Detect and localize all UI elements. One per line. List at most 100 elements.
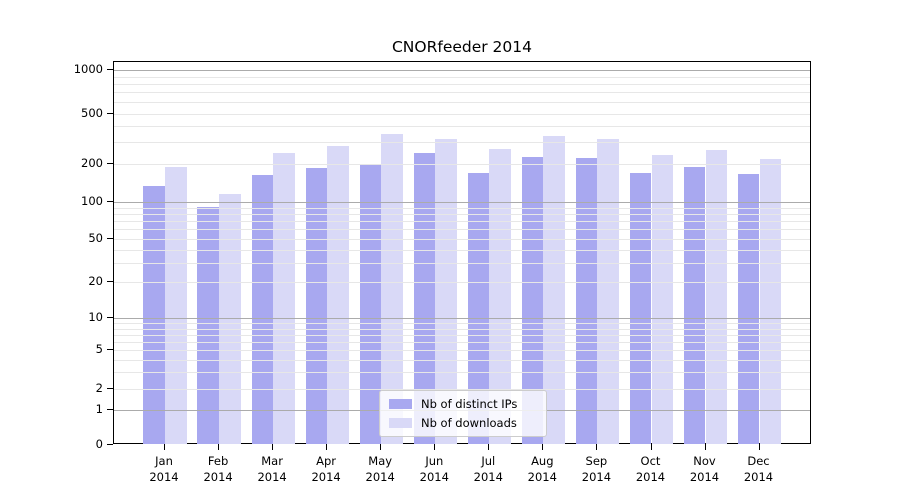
minor-gridline xyxy=(114,84,810,85)
bar-mar-distinct-ips xyxy=(251,175,274,444)
bar-jul-distinct-ips xyxy=(467,172,490,444)
minor-gridline xyxy=(114,334,810,336)
x-tick-label-jan: Jan 2014 xyxy=(149,454,179,484)
minor-gridline xyxy=(114,239,810,240)
minor-gridline xyxy=(114,163,810,165)
bar-jun-distinct-ips xyxy=(413,152,436,444)
x-axis-tick xyxy=(542,444,544,450)
minor-gridline xyxy=(114,213,810,215)
minor-gridline xyxy=(114,76,810,78)
x-axis-tick xyxy=(326,444,328,450)
y-axis-tick xyxy=(107,281,113,283)
bar-apr-downloads xyxy=(327,146,349,444)
x-tick-label-jul: Jul 2014 xyxy=(473,454,503,484)
y-tick-label: 10 xyxy=(88,310,103,325)
x-tick-label-apr: Apr 2014 xyxy=(311,454,341,484)
minor-gridline xyxy=(114,229,810,231)
x-tick-label-may: May 2014 xyxy=(365,454,395,484)
major-gridline xyxy=(114,201,810,203)
minor-gridline xyxy=(114,92,810,94)
minor-gridline xyxy=(114,350,810,352)
legend-item-downloads: Nb of downloads xyxy=(389,416,537,430)
minor-gridline xyxy=(114,359,810,361)
x-axis-tick xyxy=(218,444,220,450)
x-axis-tick xyxy=(650,444,652,450)
bar-sep-downloads xyxy=(597,139,619,444)
x-tick-label-aug: Aug 2014 xyxy=(527,454,557,484)
x-tick-label-feb: Feb 2014 xyxy=(203,454,233,484)
major-gridline xyxy=(114,70,810,71)
x-tick-label-jun: Jun 2014 xyxy=(419,454,449,484)
y-axis-tick xyxy=(107,200,113,202)
y-tick-label: 50 xyxy=(88,231,103,245)
x-axis-tick xyxy=(596,444,598,450)
y-tick-label: 20 xyxy=(88,274,103,289)
minor-gridline xyxy=(114,328,810,330)
y-axis-tick xyxy=(107,112,113,114)
y-tick-label: 500 xyxy=(81,105,103,120)
y-tick-label: 200 xyxy=(81,155,103,170)
y-axis-tick xyxy=(107,238,113,239)
y-tick-label: 1 xyxy=(95,401,103,416)
y-axis-tick xyxy=(107,388,113,389)
bar-apr-distinct-ips xyxy=(305,168,328,444)
y-axis-tick xyxy=(107,69,113,70)
minor-gridline xyxy=(114,221,810,222)
major-gridline xyxy=(114,318,810,320)
x-axis-tick xyxy=(380,444,382,450)
minor-gridline xyxy=(114,113,810,115)
chart-title: CNORfeeder 2014 xyxy=(391,38,533,56)
legend-swatch-downloads xyxy=(389,418,412,428)
x-tick-label-nov: Nov 2014 xyxy=(689,454,720,484)
minor-gridline xyxy=(114,207,810,209)
y-tick-label: 0 xyxy=(95,437,103,451)
y-axis-tick xyxy=(107,444,113,445)
x-axis-tick xyxy=(272,444,274,450)
minor-gridline xyxy=(114,341,810,343)
x-tick-label-mar: Mar 2014 xyxy=(257,454,287,484)
x-tick-label-dec: Dec 2014 xyxy=(743,454,774,484)
y-axis-tick xyxy=(107,317,113,319)
bar-may-downloads xyxy=(381,134,403,444)
legend-item-distinct-ips: Nb of distinct IPs xyxy=(389,397,537,411)
x-axis-tick xyxy=(164,444,165,450)
minor-gridline xyxy=(114,282,810,284)
bar-dec-distinct-ips xyxy=(737,173,760,444)
bar-nov-downloads xyxy=(705,150,728,444)
minor-gridline xyxy=(114,389,810,390)
legend-swatch-distinct-ips xyxy=(389,399,412,409)
bar-feb-distinct-ips xyxy=(197,206,219,444)
x-tick-label-sep: Sep 2014 xyxy=(581,454,612,484)
bar-aug-downloads xyxy=(543,135,565,444)
y-tick-label: 2 xyxy=(95,381,103,395)
bar-mar-downloads xyxy=(273,153,295,444)
y-axis-tick xyxy=(107,349,113,351)
bar-jul-downloads xyxy=(489,148,511,444)
legend: Nb of distinct IPs Nb of downloads xyxy=(379,390,547,437)
minor-gridline xyxy=(114,102,810,104)
bar-jun-downloads xyxy=(435,138,457,444)
y-axis-tick xyxy=(107,162,113,164)
y-axis-tick xyxy=(107,408,113,410)
y-tick-label: 100 xyxy=(81,193,103,208)
minor-gridline xyxy=(114,263,810,264)
x-axis-tick xyxy=(704,444,706,450)
minor-gridline xyxy=(114,323,810,325)
plot-area xyxy=(113,61,811,444)
bar-may-distinct-ips xyxy=(359,164,382,444)
bar-jan-downloads xyxy=(165,166,187,444)
bar-oct-distinct-ips xyxy=(629,172,652,444)
minor-gridline xyxy=(114,249,810,251)
legend-label: Nb of distinct IPs xyxy=(421,397,518,411)
x-axis-tick xyxy=(758,444,760,450)
bar-nov-distinct-ips xyxy=(683,167,706,444)
minor-gridline xyxy=(114,141,810,143)
y-tick-label: 1000 xyxy=(73,62,103,76)
bar-jan-distinct-ips xyxy=(143,186,165,444)
y-tick-label: 5 xyxy=(95,342,103,357)
bar-oct-downloads xyxy=(651,154,674,444)
x-axis-tick xyxy=(434,444,436,450)
legend-label: Nb of downloads xyxy=(421,416,517,430)
x-tick-label-oct: Oct 2014 xyxy=(635,454,666,484)
